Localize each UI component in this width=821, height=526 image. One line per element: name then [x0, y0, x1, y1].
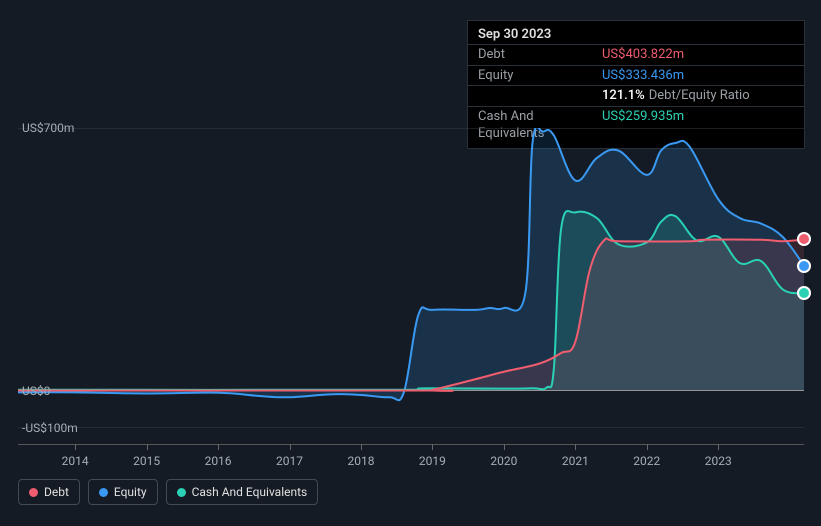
tooltip-date: Sep 30 2023 [468, 27, 804, 44]
y-tick-label: -US$100m [22, 421, 78, 435]
tooltip-label [478, 87, 602, 105]
legend-swatch [99, 488, 108, 497]
tooltip-label: Debt [478, 46, 602, 64]
x-tick-label: 2020 [490, 454, 517, 468]
tooltip-row: EquityUS$333.436m [468, 65, 804, 86]
tooltip-value: US$403.822m [602, 46, 794, 64]
x-tick-label: 2019 [419, 454, 446, 468]
chart-area: US$700mUS$0-US$100m 20142015201620172018… [18, 118, 804, 448]
legend-label: Equity [114, 485, 147, 499]
legend-swatch [177, 488, 186, 497]
legend-item-equity[interactable]: Equity [88, 479, 158, 505]
y-tick-label: US$0 [22, 384, 50, 398]
debt-end-marker [797, 232, 811, 246]
x-tick-label: 2014 [62, 454, 89, 468]
x-tick-label: 2015 [133, 454, 160, 468]
x-tick-label: 2017 [276, 454, 303, 468]
tooltip-row: 121.1%Debt/Equity Ratio [468, 85, 804, 106]
x-tick-label: 2016 [205, 454, 232, 468]
chart-legend: Debt Equity Cash And Equivalents [18, 479, 318, 505]
equity-end-marker [797, 259, 811, 273]
financials-timeseries-chart[interactable] [18, 128, 804, 428]
x-tick-label: 2021 [562, 454, 589, 468]
legend-item-cash-and-equivalents[interactable]: Cash And Equivalents [166, 479, 319, 505]
legend-item-debt[interactable]: Debt [18, 479, 80, 505]
tooltip-row: DebtUS$403.822m [468, 44, 804, 65]
tooltip-value: US$333.436m [602, 67, 794, 85]
x-tick-label: 2023 [705, 454, 732, 468]
legend-label: Cash And Equivalents [192, 485, 308, 499]
chart-container: Sep 30 2023 DebtUS$403.822mEquityUS$333.… [0, 0, 821, 526]
tooltip-label: Equity [478, 67, 602, 85]
tooltip-value: 121.1%Debt/Equity Ratio [602, 87, 794, 105]
cash-end-marker [797, 286, 811, 300]
y-tick-label: US$700m [22, 121, 74, 135]
x-tick-label: 2022 [633, 454, 660, 468]
legend-label: Debt [44, 485, 69, 499]
x-tick-label: 2018 [347, 454, 374, 468]
x-axis: 2014201520162017201820192020202120222023 [18, 438, 804, 464]
legend-swatch [29, 488, 38, 497]
